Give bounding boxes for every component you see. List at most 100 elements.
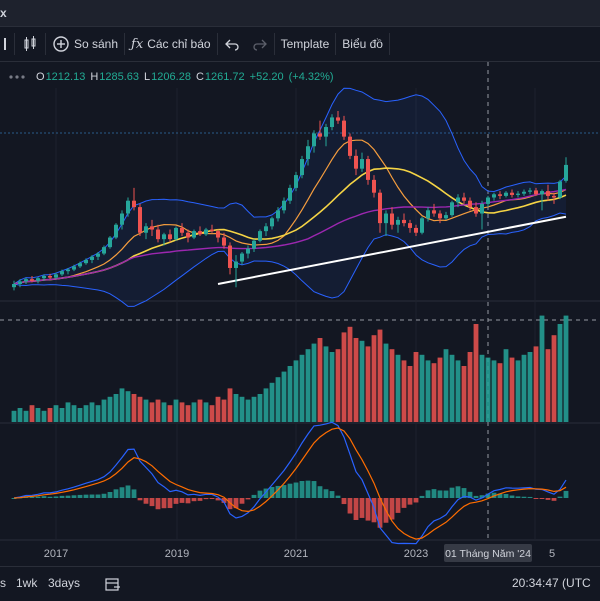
volume-bar	[263, 388, 269, 422]
volume-bar	[509, 357, 515, 422]
candle	[258, 231, 262, 241]
candle	[396, 219, 400, 225]
volume-bar	[431, 363, 437, 422]
volume-bar	[77, 408, 83, 422]
volume-bar	[245, 399, 251, 422]
candle	[186, 232, 190, 238]
volume-bar	[71, 405, 77, 422]
macd-histogram-bar	[47, 496, 53, 498]
clock: 20:34:47 (UTC	[512, 576, 591, 590]
macd-histogram-bar	[83, 494, 89, 498]
volume-bar	[353, 338, 359, 422]
candle	[354, 155, 358, 169]
volume-bar	[461, 366, 467, 422]
undo-button[interactable]	[218, 29, 246, 59]
low-key: L	[144, 71, 151, 83]
candle	[348, 136, 352, 156]
volume-bar	[107, 396, 113, 422]
chart-button[interactable]: Biểu đồ	[336, 29, 389, 59]
candle	[534, 190, 538, 195]
volume-bar	[551, 335, 557, 422]
volume-bar	[179, 402, 185, 422]
candle	[276, 210, 280, 219]
change-percent: (+4.32%)	[288, 71, 334, 83]
chart-canvas[interactable]: 2017 2019 2021 2023 5 01 Tháng Năm '24	[0, 0, 600, 566]
candle	[156, 229, 160, 240]
candle	[174, 227, 178, 240]
x-tick-label: 2021	[284, 548, 308, 560]
volume-bar	[377, 329, 383, 422]
toolbar-partial-left[interactable]	[0, 29, 14, 59]
volume-bar	[197, 399, 203, 422]
volume-bar	[293, 360, 299, 422]
macd-histogram-bar	[293, 482, 299, 498]
volume-bar	[89, 402, 95, 422]
candle	[540, 191, 544, 195]
candle	[474, 207, 478, 214]
timeframe-partial[interactable]: s	[0, 576, 6, 590]
toolbar-divider	[388, 33, 390, 55]
candle	[516, 193, 520, 195]
macd-histogram-bar	[35, 496, 41, 498]
candle	[426, 210, 430, 219]
macd-histogram-bar	[443, 490, 449, 498]
redo-button[interactable]	[246, 29, 274, 59]
macd-histogram-bar	[251, 494, 257, 498]
volume-bar	[563, 315, 569, 422]
macd-histogram-bar	[167, 498, 173, 509]
compare-label: So sánh	[74, 37, 119, 51]
volume-bar	[311, 343, 317, 422]
macd-histogram-bar	[329, 491, 335, 498]
macd-histogram-bar	[161, 498, 167, 509]
volume-bar	[533, 346, 539, 422]
volume-bar	[227, 388, 233, 422]
title-bar: x	[0, 0, 600, 27]
macd-histogram-bar	[401, 498, 407, 508]
volume-bar	[173, 399, 179, 422]
volume-bar	[29, 405, 35, 422]
candle	[558, 181, 562, 198]
chart-type-button[interactable]	[15, 29, 45, 59]
macd-histogram-bar	[233, 498, 239, 509]
compare-button[interactable]: So sánh	[46, 29, 124, 59]
volume-bar	[191, 402, 197, 422]
trend-line	[217, 215, 567, 285]
goto-date-icon[interactable]	[104, 576, 122, 592]
macd-histogram-bar	[77, 494, 83, 498]
volume-bar	[257, 394, 263, 422]
x-tick-label-partial: 5	[549, 548, 555, 560]
macd-histogram-bar	[395, 498, 401, 513]
partial-icon	[4, 38, 6, 50]
low-value: 1206.28	[151, 71, 191, 83]
volume-bar	[467, 352, 473, 422]
volume-bar	[515, 360, 521, 422]
macd-histogram-bar	[119, 487, 125, 498]
macd-histogram-bar	[125, 485, 131, 498]
template-button[interactable]: Template	[275, 29, 336, 59]
candle	[324, 127, 328, 137]
candle	[564, 164, 568, 181]
volume-bar	[287, 366, 293, 422]
volume-bar	[437, 357, 443, 422]
candle	[126, 200, 130, 214]
macd-histogram-bar	[335, 495, 341, 498]
timeframe-1wk[interactable]: 1wk	[16, 576, 38, 590]
macd-histogram-bar	[197, 498, 203, 501]
template-label: Template	[280, 37, 330, 51]
macd-histogram-bar	[353, 498, 359, 520]
ma-slow-line	[13, 188, 567, 285]
candle	[282, 200, 286, 211]
legend-dots-icon[interactable]	[8, 72, 30, 82]
high-value: 1285.63	[99, 71, 140, 83]
macd-histogram-bar	[185, 498, 191, 504]
macd-histogram-bar	[497, 493, 503, 498]
candle	[414, 227, 418, 233]
candle	[402, 219, 406, 224]
macd-histogram-bar	[227, 498, 233, 510]
volume-bar	[11, 410, 17, 422]
indicators-button[interactable]: ƒx Các chỉ báo	[125, 29, 217, 59]
candle	[510, 192, 514, 195]
macd-histogram-bar	[149, 498, 155, 507]
macd-histogram-bar	[107, 491, 113, 498]
timeframe-3days[interactable]: 3days	[48, 576, 81, 590]
